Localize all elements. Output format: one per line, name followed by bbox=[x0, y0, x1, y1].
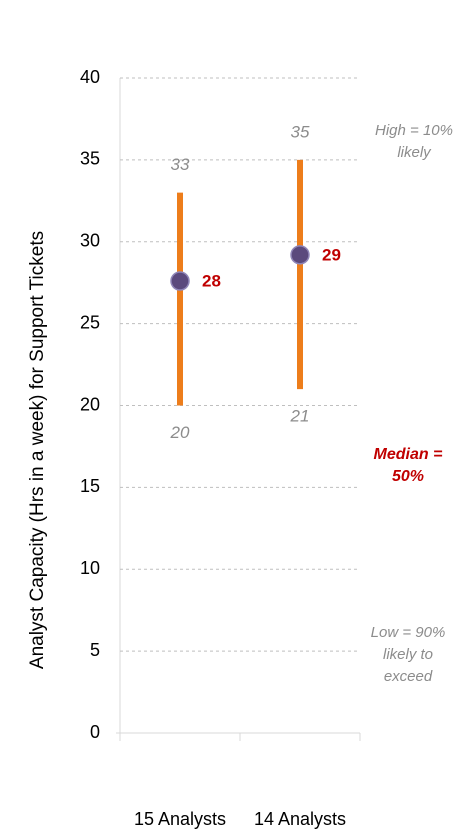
y-axis-label: Analyst Capacity (Hrs in a week) for Sup… bbox=[27, 231, 48, 669]
annotation-high: High = 10% likely bbox=[375, 122, 453, 161]
low-label: 20 bbox=[170, 423, 190, 442]
y-tick-label: 30 bbox=[80, 231, 100, 251]
annotation-low: Low = 90% likely to exceed bbox=[370, 624, 446, 685]
median-marker bbox=[290, 245, 310, 265]
x-tick-label: 15 Analysts bbox=[134, 809, 226, 829]
y-tick-label: 0 bbox=[90, 722, 100, 742]
low-label: 21 bbox=[290, 407, 310, 426]
median-label: 28 bbox=[202, 272, 221, 291]
high-label: 35 bbox=[291, 122, 310, 141]
y-tick-label: 5 bbox=[90, 640, 100, 660]
median-label: 29 bbox=[322, 245, 341, 264]
y-tick-label: 40 bbox=[80, 67, 100, 87]
y-tick-label: 10 bbox=[80, 558, 100, 578]
annotation-median: Median = 50% bbox=[373, 446, 443, 485]
x-tick-label: 14 Analysts bbox=[254, 809, 346, 829]
high-label: 33 bbox=[171, 155, 190, 174]
y-tick-label: 20 bbox=[80, 394, 100, 414]
y-tick-label: 35 bbox=[80, 149, 100, 169]
y-tick-label: 15 bbox=[80, 476, 100, 496]
median-marker bbox=[170, 271, 190, 291]
y-tick-label: 25 bbox=[80, 312, 100, 332]
